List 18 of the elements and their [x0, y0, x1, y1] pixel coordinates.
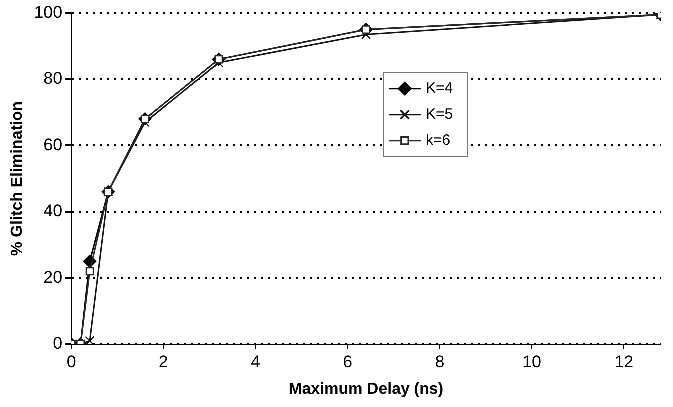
x-tick-label: 2 — [158, 352, 168, 372]
legend-label: K=4 — [426, 80, 454, 97]
y-tick-label: 0 — [53, 334, 63, 354]
y-tick-label: 100 — [34, 2, 63, 22]
x-tick-label: 6 — [343, 352, 353, 372]
x-tick-label: 10 — [522, 352, 542, 372]
x-tick-label: 8 — [435, 352, 445, 372]
legend-label: k=6 — [426, 132, 451, 149]
y-tick-label: 40 — [44, 202, 63, 221]
x-tick-label: 0 — [66, 352, 76, 372]
legend-label: K=5 — [426, 106, 454, 123]
y-tick-label: 20 — [44, 268, 63, 287]
x-axis-title: Maximum Delay (ns) — [288, 380, 444, 398]
y-tick-label: 60 — [44, 135, 63, 154]
x-tick-label: 12 — [614, 352, 634, 372]
x-tick-label: 4 — [251, 352, 260, 372]
y-axis-title: % Glitch Elimination — [9, 101, 26, 256]
y-tick-label: 80 — [44, 69, 63, 88]
